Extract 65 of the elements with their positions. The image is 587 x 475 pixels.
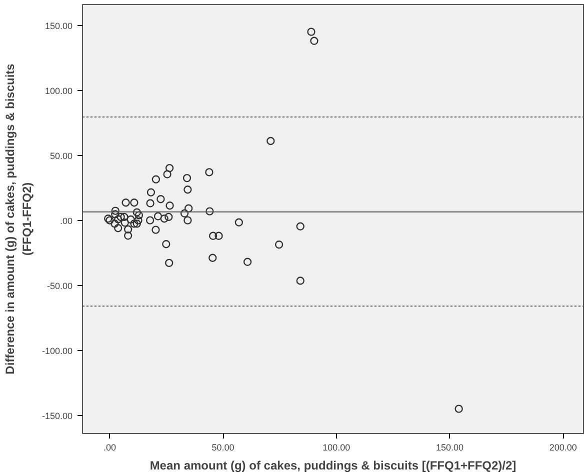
x-tick-label: 200.00	[549, 442, 577, 452]
y-tick-label: 150.00	[44, 20, 73, 31]
y-tick-label: -50.00	[46, 280, 73, 291]
point	[114, 215, 122, 224]
point	[120, 218, 129, 227]
point	[146, 199, 154, 208]
point	[146, 216, 154, 224]
point	[182, 174, 192, 182]
point	[163, 170, 172, 178]
y-axis-title: Difference in amount (g) of cakes, puddings & biscuits (FFQ1-FFQ2)	[3, 63, 34, 374]
point	[243, 258, 252, 266]
point	[132, 220, 142, 228]
point	[120, 212, 128, 222]
point	[122, 198, 130, 207]
point	[111, 206, 120, 215]
point	[124, 232, 132, 240]
y-tick-label: 100.00	[44, 86, 73, 96]
point	[116, 212, 125, 222]
y-tick-label: -150.00	[42, 410, 73, 421]
x-tick-label: 100.00	[322, 442, 350, 452]
point	[274, 240, 284, 249]
point	[132, 208, 142, 216]
point	[266, 136, 275, 146]
point	[165, 258, 174, 268]
point	[234, 218, 244, 226]
point	[166, 202, 174, 210]
point	[214, 232, 223, 240]
y-tick-label: 50.00	[50, 150, 73, 161]
point	[184, 216, 192, 224]
point	[114, 224, 122, 232]
x-tick-label: .00	[103, 442, 116, 452]
point	[162, 240, 170, 248]
point	[160, 214, 168, 223]
point	[165, 164, 174, 172]
point	[307, 28, 316, 36]
point	[134, 216, 142, 224]
point	[134, 211, 144, 220]
point	[152, 226, 160, 234]
point	[296, 276, 304, 285]
point	[126, 215, 135, 224]
point	[454, 404, 463, 413]
y-tick-label: .00	[60, 216, 73, 226]
point	[124, 225, 132, 234]
point	[180, 209, 189, 218]
point	[110, 220, 119, 228]
point	[206, 207, 214, 216]
point	[164, 212, 173, 222]
point	[154, 212, 162, 220]
x-tick-label: 50.00	[212, 442, 234, 452]
point	[208, 254, 217, 262]
point	[130, 198, 138, 207]
point	[296, 222, 304, 231]
x-tick-label: 150.00	[436, 442, 464, 452]
point	[205, 168, 214, 176]
point	[208, 232, 218, 240]
point	[310, 36, 318, 45]
point	[130, 220, 138, 228]
point	[184, 186, 192, 194]
point	[152, 175, 160, 184]
point	[156, 195, 165, 204]
point	[184, 204, 193, 212]
x-axis-title: Mean amount (g) of cakes, puddings & biscuits [(FFQ1+FFQ2)/2]	[150, 458, 516, 472]
y-tick-label: -100.00	[42, 346, 73, 356]
point	[111, 210, 120, 218]
point	[146, 188, 156, 196]
